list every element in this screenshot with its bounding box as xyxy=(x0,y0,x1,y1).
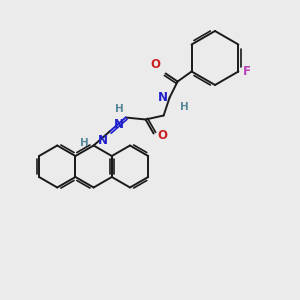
Text: O: O xyxy=(151,58,160,71)
Text: H: H xyxy=(180,103,188,112)
Text: O: O xyxy=(158,129,168,142)
Text: H: H xyxy=(115,103,124,113)
Text: H: H xyxy=(80,137,88,148)
Text: N: N xyxy=(98,134,108,146)
Text: F: F xyxy=(242,65,250,78)
Text: N: N xyxy=(158,91,168,104)
Text: N: N xyxy=(114,118,124,131)
